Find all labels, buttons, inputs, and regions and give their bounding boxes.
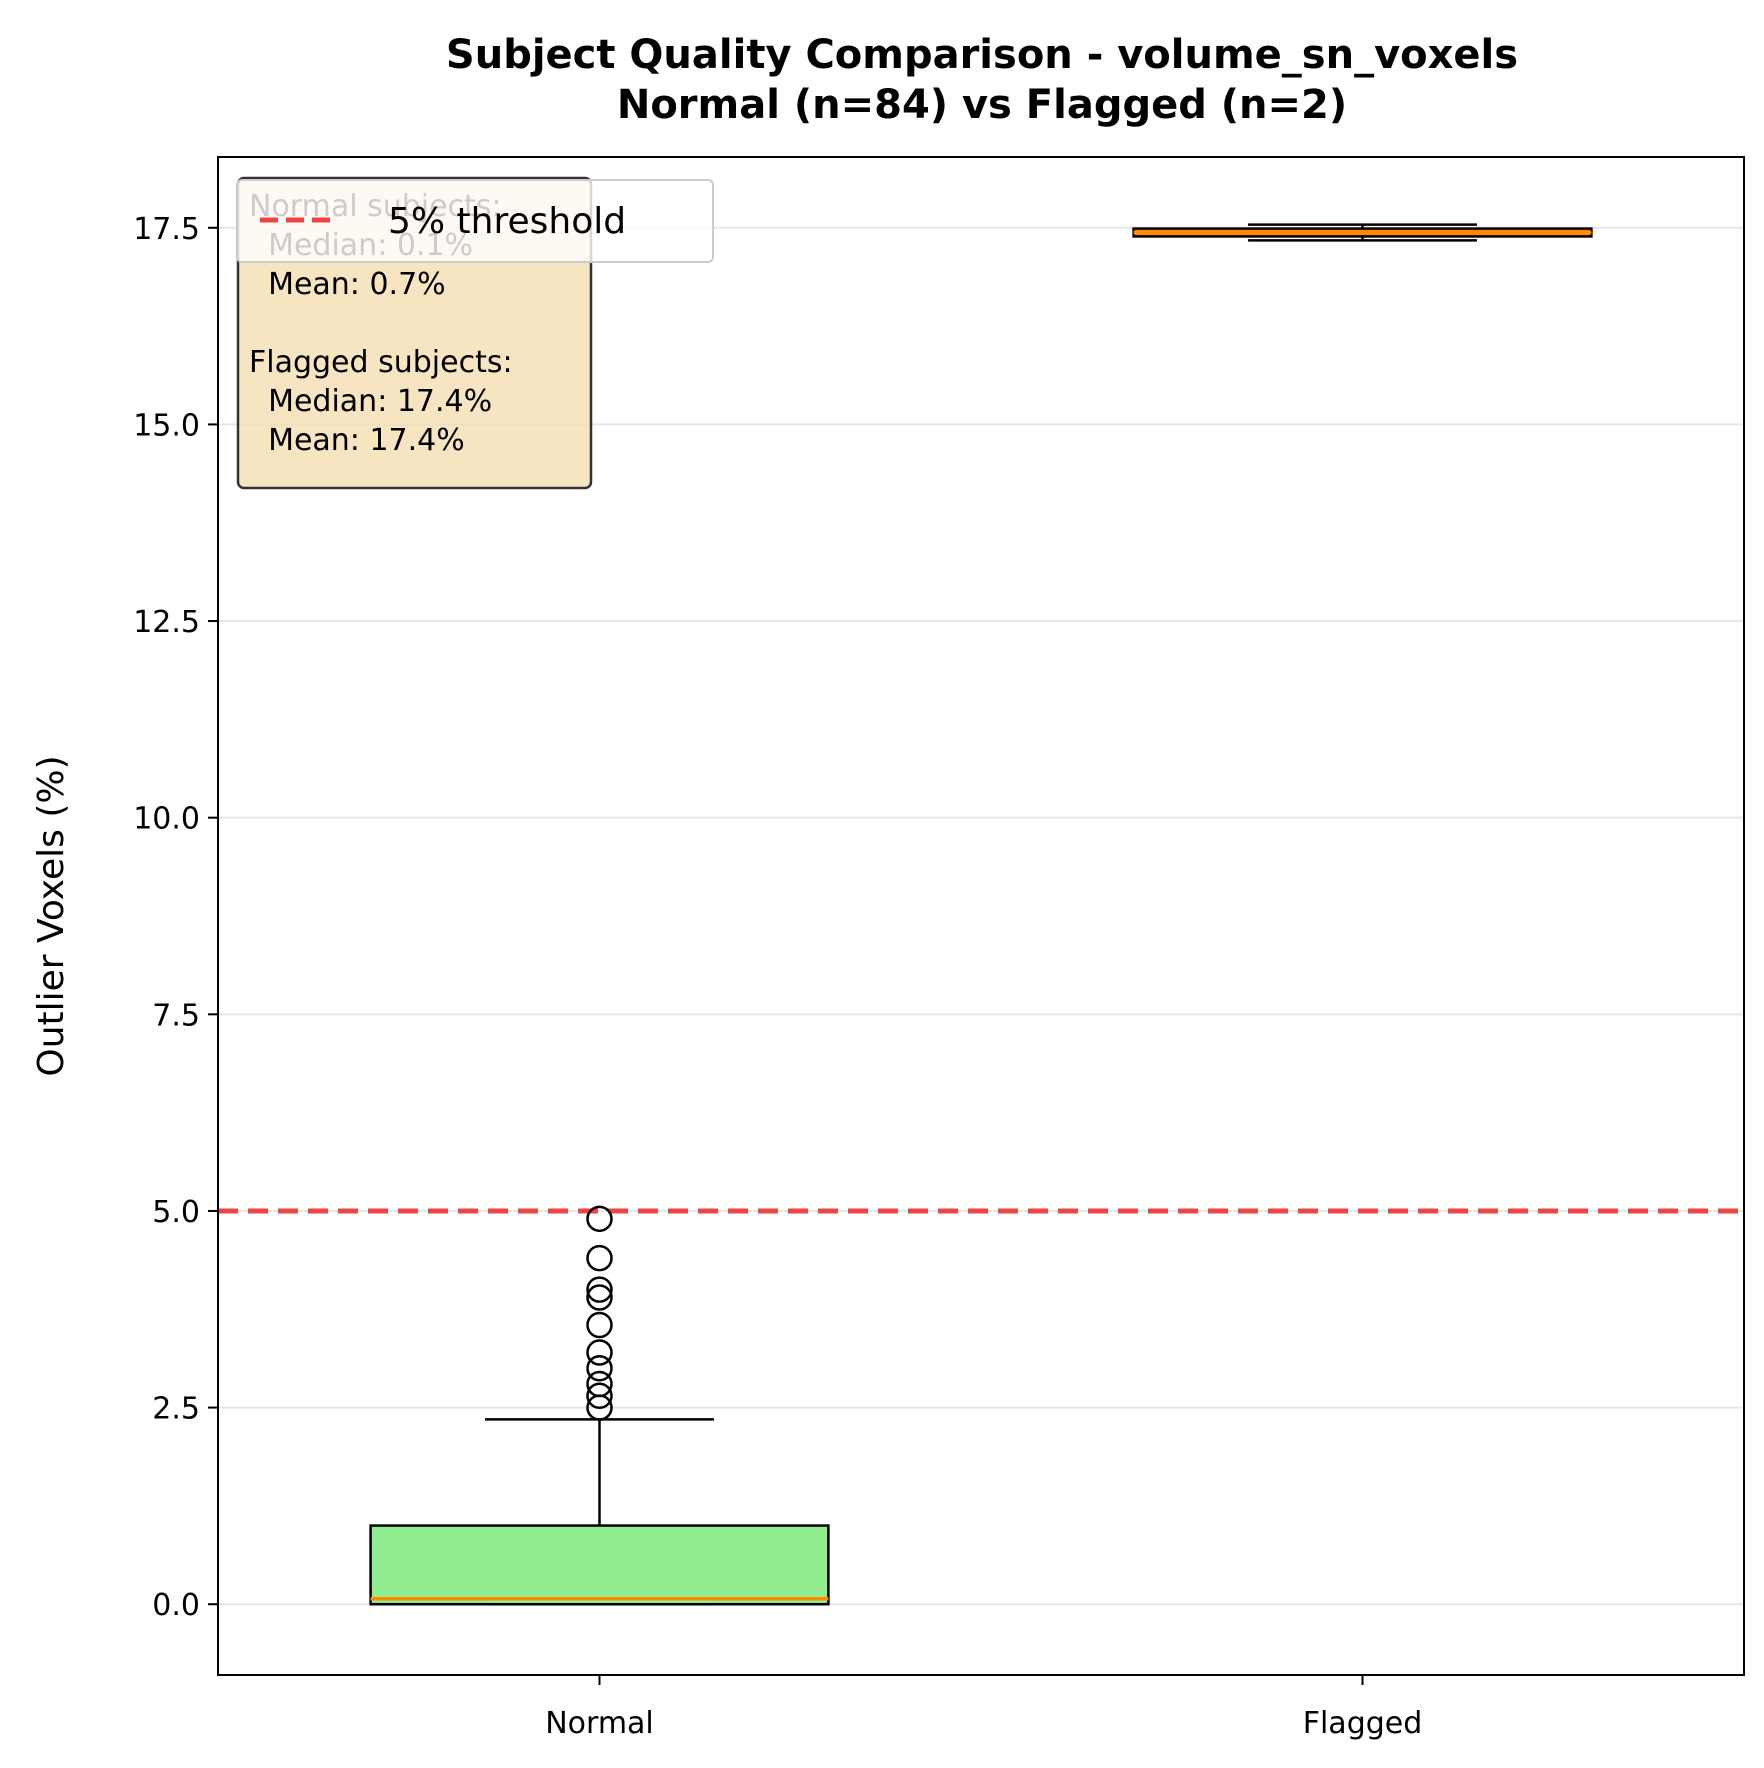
x-tick-label-0: Normal bbox=[545, 1706, 654, 1741]
y-tick-label-6: 15.0 bbox=[133, 408, 200, 443]
stats-line-2: Mean: 0.7% bbox=[249, 267, 446, 302]
normal-outlier-point bbox=[586, 1205, 613, 1233]
x-axis-ticks: Normal Flagged bbox=[545, 1675, 1422, 1741]
stats-line-6: Mean: 17.4% bbox=[249, 423, 465, 458]
y-tick-label-1: 2.5 bbox=[152, 1392, 200, 1427]
normal-outlier-point bbox=[586, 1244, 613, 1272]
legend-threshold-label: 5% threshold bbox=[388, 201, 626, 242]
normal-box bbox=[369, 1524, 830, 1606]
y-tick-label-4: 10.0 bbox=[133, 802, 200, 837]
normal-outlier-point bbox=[586, 1355, 613, 1382]
boxes-layer bbox=[369, 223, 1593, 1606]
chart-title-line-1: Subject Quality Comparison - volume_sn_v… bbox=[446, 32, 1518, 78]
y-tick-label-0: 0.0 bbox=[152, 1588, 200, 1623]
plot-area-frame bbox=[217, 156, 1745, 1676]
chart-title-line-2: Normal (n=84) vs Flagged (n=2) bbox=[617, 82, 1347, 128]
x-tick-label-1: Flagged bbox=[1303, 1706, 1423, 1741]
y-tick-label-3: 7.5 bbox=[152, 998, 200, 1033]
legend: 5% threshold bbox=[236, 179, 714, 263]
y-tick-label-2: 5.0 bbox=[152, 1195, 200, 1230]
normal-outlier-point bbox=[586, 1382, 613, 1410]
y-axis-ticks: 0.0 2.5 5.0 7.5 10.0 12.5 15.0 17.5 bbox=[133, 212, 218, 1623]
normal-outlier-point bbox=[586, 1276, 613, 1303]
stats-line-4: Flagged subjects: bbox=[249, 345, 513, 380]
legend-frame bbox=[236, 179, 714, 263]
normal-outlier-point bbox=[586, 1311, 613, 1339]
y-axis-label: Outlier Voxels (%) bbox=[31, 755, 72, 1076]
normal-outlier-point bbox=[586, 1284, 613, 1311]
normal-outlier-point bbox=[586, 1394, 613, 1421]
normal-outlier-point bbox=[586, 1339, 613, 1366]
stats-line-5: Median: 17.4% bbox=[249, 384, 492, 419]
y-tick-label-5: 12.5 bbox=[133, 605, 200, 640]
y-tick-label-7: 17.5 bbox=[133, 212, 200, 247]
